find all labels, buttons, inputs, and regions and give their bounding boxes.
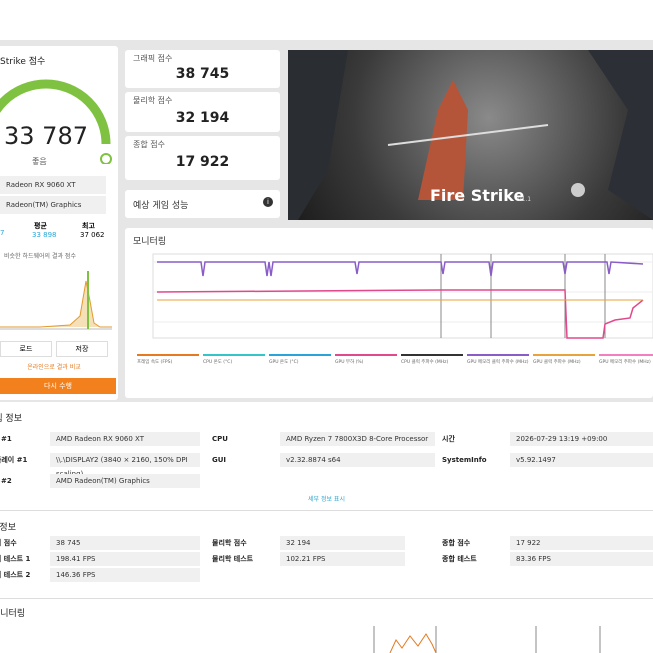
info-value: AMD Ryzen 7 7800X3D 8-Core Processor — [280, 432, 435, 446]
info-value: 38 745 — [50, 536, 200, 550]
info-key: CPU — [212, 435, 228, 443]
rating: 좋음 — [32, 157, 47, 166]
score: 33 787 — [4, 122, 88, 150]
game-perf[interactable]: 예상 게임 성능 i — [125, 190, 280, 218]
game-perf-label: 예상 게임 성능 — [133, 201, 189, 211]
info-key: GUI — [212, 456, 227, 464]
subscore-card: 종합 점수 17 922 — [125, 136, 280, 180]
info-key: GPU #2 — [0, 477, 12, 485]
legend-item[interactable]: GPU 메모리 클럭 주파수 (MHz) — [467, 360, 529, 365]
stat-value: 7 — [0, 229, 5, 237]
hero-title: Fire Strike — [430, 186, 525, 205]
info-value: 146.36 FPS — [50, 568, 200, 582]
info-value: 32 194 — [280, 536, 405, 550]
score-panel: Strike 점수 33 787 좋음 Radeon RX 9060 XT Ra… — [0, 46, 118, 400]
legend-item[interactable]: GPU 메모리 주파수 (MHz) — [599, 360, 651, 365]
info-value: AMD Radeon RX 9060 XT — [50, 432, 200, 446]
info-key: 그래픽 점수 — [0, 539, 17, 547]
info-value: v5.92.1497 — [510, 453, 653, 467]
subscore-label: 종합 점수 — [133, 140, 165, 149]
hero-image: Fire Strike v1.1 — [288, 50, 653, 220]
info-key: GPU #1 — [0, 435, 12, 443]
legend-item[interactable]: GPU 온도 (°C) — [269, 360, 299, 365]
info-key: 시간 — [442, 435, 455, 443]
hero-version: v1.1 — [518, 196, 532, 203]
info-value: 83.36 FPS — [510, 552, 653, 566]
save-button[interactable]: 저장 — [56, 341, 108, 357]
lower-section: 스템 정보 GPU #1 AMD Radeon RX 9060 XT CPU AMD … — [0, 402, 653, 653]
gpu: Radeon RX 9060 XT — [0, 176, 106, 194]
info-value: AMD Radeon(TM) Graphics — [50, 474, 200, 488]
system-info: GPU #1 AMD Radeon RX 9060 XT CPU AMD Ryzen … — [0, 432, 653, 492]
stat-value: 33 898 — [32, 231, 57, 239]
legend: 프레임 속도 (FPS) CPU 온도 (°C) GPU 온도 (°C) GPU 부하… — [137, 359, 653, 369]
stat-label: 평균 — [34, 222, 47, 230]
info-key: 디스플레이 #1 — [0, 456, 28, 464]
info-value: 2026-07-29 13:19 +09:00 — [510, 432, 653, 446]
section-title: 세부 정보 — [0, 523, 16, 533]
info-value: \\.\DISPLAY2 (3840 × 2160, 150% DPI scal… — [50, 453, 200, 478]
info-key: 물리학 테스트 — [212, 555, 254, 563]
load-button[interactable]: 로드 — [0, 341, 52, 357]
details: 그래픽 점수 38 745 물리학 점수 32 194 종합 점수 17 922 그래픽 테… — [0, 536, 653, 586]
info-key: 물리학 점수 — [212, 539, 247, 547]
gauge — [0, 79, 112, 164]
info-key: 종합 테스트 — [442, 555, 477, 563]
info-value: 102.21 FPS — [280, 552, 405, 566]
monitoring-title: 모니터링 — [133, 237, 167, 247]
section-title: 모니터링 — [0, 609, 26, 619]
section-title: 스템 정보 — [0, 414, 22, 424]
subscore-value: 17 922 — [175, 154, 230, 170]
info-key: 그래픽 테스트 2 — [0, 571, 31, 579]
legend-item[interactable]: GPU 클럭 주파수 (MHz) — [533, 360, 581, 365]
distribution — [0, 271, 112, 330]
legend-item[interactable]: GPU 부하 (%) — [335, 360, 364, 365]
monitoring-card: 모니터링 프레임 속도 (FPS) CPU 온도 (°C) GPU 온도 (°C) G… — [125, 228, 653, 398]
monitoring-plot — [152, 253, 653, 339]
legend-swatches — [137, 354, 653, 356]
rerun-button[interactable]: 다시 수행 — [0, 378, 116, 394]
divider — [0, 598, 653, 599]
stat-value: 37 062 — [80, 231, 105, 239]
panel-title: Strike 점수 — [0, 57, 46, 67]
subscore-value: 32 194 — [175, 110, 230, 126]
info-key: 그래픽 테스트 1 — [0, 555, 31, 563]
info-value: 17 922 — [510, 536, 653, 550]
gauge-arc — [0, 79, 111, 145]
subscore-label: 물리학 점수 — [133, 96, 173, 105]
subscore-card: 그래픽 점수 38 745 — [125, 50, 280, 88]
more-link[interactable]: 세부 정보 표시 — [308, 496, 345, 503]
legend-item[interactable]: CPU 클럭 주파수 (MHz) — [401, 360, 449, 365]
hero-art — [288, 50, 653, 220]
subscore-label: 그래픽 점수 — [133, 54, 173, 63]
bottom-plot — [373, 626, 601, 653]
igpu: Radeon(TM) Graphics — [0, 196, 106, 214]
legend-item[interactable]: CPU 온도 (°C) — [203, 360, 233, 365]
info-value: v2.32.8874 s64 — [280, 453, 435, 467]
legend-item[interactable]: 프레임 속도 (FPS) — [137, 360, 173, 365]
info-value: 198.41 FPS — [50, 552, 200, 566]
similar: 비슷한 하드웨어의 결과 점수 — [4, 253, 76, 260]
compare-link[interactable]: 온라인으로 결과 비교 — [27, 364, 81, 371]
stat-label: 최고 — [82, 222, 95, 230]
gauge-knob — [100, 153, 112, 164]
info-icon[interactable]: i — [263, 197, 273, 207]
subscore-card: 물리학 점수 32 194 — [125, 92, 280, 132]
subscore-value: 38 745 — [175, 66, 230, 82]
info-key: SystemInfo — [442, 456, 487, 464]
info-key: 종합 점수 — [442, 539, 471, 547]
divider — [0, 510, 653, 511]
